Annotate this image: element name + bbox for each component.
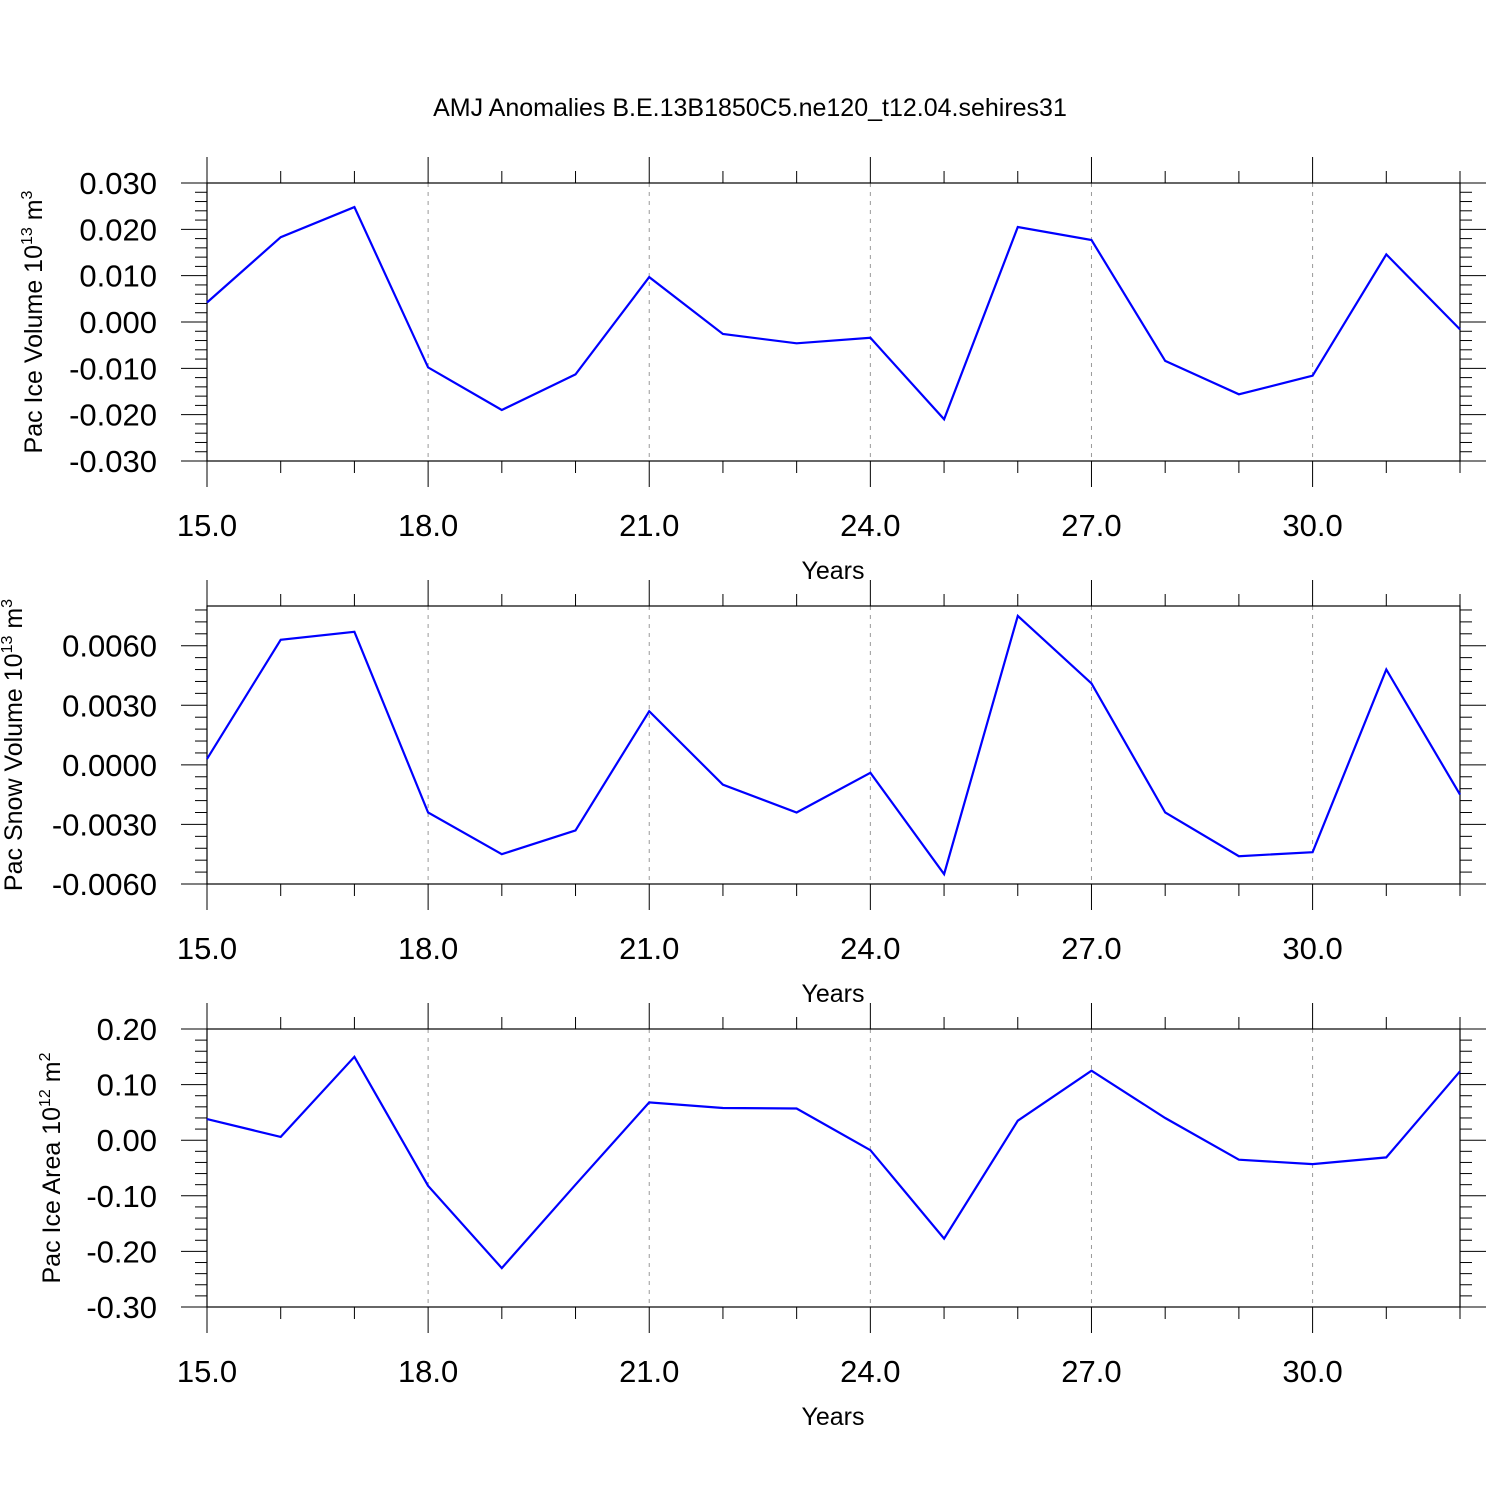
x-tick-label: 30.0 <box>1282 931 1342 966</box>
y-tick-label: -0.030 <box>69 444 157 479</box>
chart-title: AMJ Anomalies B.E.13B1850C5.ne120_t12.04… <box>433 94 1067 122</box>
y-tick-label: 0.020 <box>79 212 157 247</box>
x-tick-label: 18.0 <box>398 508 458 543</box>
x-tick-label: 24.0 <box>840 508 900 543</box>
x-tick-label: 15.0 <box>177 931 237 966</box>
plot-frame <box>206 605 1461 885</box>
y-tick-label: 0.0060 <box>62 629 157 664</box>
y-tick-label: 0.0030 <box>62 688 157 723</box>
panel-3: 15.0 18.0 21.0 24.0 27.0 30.0 Years -0.30 -0.20 -… <box>37 1003 1486 1431</box>
x-axis-label: Years <box>801 980 864 1008</box>
y-axis-label: Pac Ice Volume 1013 m3 <box>19 190 48 453</box>
x-tick-label: 18.0 <box>398 931 458 966</box>
y-tick-label: -0.0030 <box>52 807 157 842</box>
y-tick-label: 0.10 <box>97 1068 157 1103</box>
x-tick-label: 21.0 <box>619 931 679 966</box>
y-tick-label: -0.0060 <box>52 867 157 902</box>
x-tick-label: 21.0 <box>619 1354 679 1389</box>
x-tick-label: 24.0 <box>840 1354 900 1389</box>
x-tick-label: 18.0 <box>398 1354 458 1389</box>
y-axis-label: Pac Snow Volume 1013 m3 <box>0 599 28 891</box>
x-tick-label: 15.0 <box>177 1354 237 1389</box>
x-tick-label: 30.0 <box>1282 1354 1342 1389</box>
y-axis-label: Pac Ice Area 1012 m2 <box>37 1052 66 1283</box>
x-axis-label: Years <box>801 1403 864 1431</box>
y-tick-label: -0.020 <box>69 398 157 433</box>
x-tick-label: 27.0 <box>1061 931 1121 966</box>
y-tick-label: -0.20 <box>86 1234 157 1269</box>
y-tick-label: -0.010 <box>69 351 157 386</box>
series-line <box>206 1054 1461 1270</box>
panel-1: 15.0 18.0 21.0 24.0 27.0 30.0 Years -0.030 -0.02… <box>19 157 1486 585</box>
x-tick-label: 27.0 <box>1061 1354 1121 1389</box>
panel-2: 15.0 18.0 21.0 24.0 27.0 30.0 Years -0.0060 -0.0… <box>0 580 1486 1008</box>
x-axis-label: Years <box>801 557 864 585</box>
x-tick-label: 27.0 <box>1061 508 1121 543</box>
y-tick-label: 0.20 <box>97 1012 157 1047</box>
plot-frame <box>206 1028 1461 1308</box>
x-tick-label: 24.0 <box>840 931 900 966</box>
y-tick-label: -0.10 <box>86 1179 157 1214</box>
x-tick-label: 15.0 <box>177 508 237 543</box>
y-tick-label: 0.000 <box>79 305 157 340</box>
y-tick-label: 0.010 <box>79 259 157 294</box>
series-line <box>206 613 1461 877</box>
y-tick-label: 0.0000 <box>62 748 157 783</box>
x-tick-label: 30.0 <box>1282 508 1342 543</box>
y-tick-label: 0.00 <box>97 1123 157 1158</box>
y-tick-label: 0.030 <box>79 166 157 201</box>
x-tick-label: 21.0 <box>619 508 679 543</box>
plot-frame <box>206 182 1461 462</box>
series-line <box>206 205 1461 422</box>
y-tick-label: -0.30 <box>86 1290 157 1325</box>
